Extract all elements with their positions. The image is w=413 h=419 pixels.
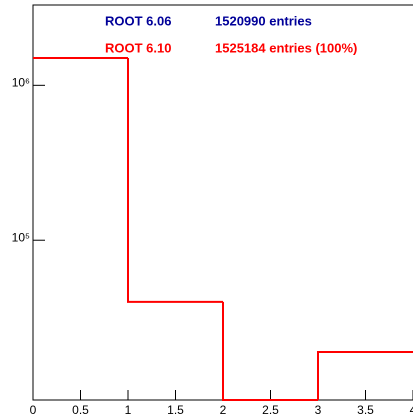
y-tick-label: 10⁶ [12, 75, 30, 89]
histogram-bin [222, 301, 318, 401]
x-tick-label: 0.5 [72, 403, 89, 417]
histogram-bin [317, 350, 413, 400]
legend-name: ROOT 6.06 [105, 13, 171, 28]
x-tick-label: 2.5 [262, 403, 279, 417]
x-tick-label: 2 [220, 403, 227, 417]
x-tick-label: 3.5 [357, 403, 374, 417]
x-tick-label: 3 [315, 403, 322, 417]
legend-entries: 1525184 entries (100%) [215, 40, 357, 55]
y-tick-label: 10⁵ [12, 230, 30, 244]
x-tick-label: 4 [410, 403, 413, 417]
x-tick-label: 1 [125, 403, 132, 417]
legend-entries: 1520990 entries [215, 13, 312, 28]
x-tick-label: 1.5 [167, 403, 184, 417]
legend-name: ROOT 6.10 [105, 40, 171, 55]
histogram-bin [127, 58, 223, 303]
x-tick-label: 0 [30, 403, 37, 417]
